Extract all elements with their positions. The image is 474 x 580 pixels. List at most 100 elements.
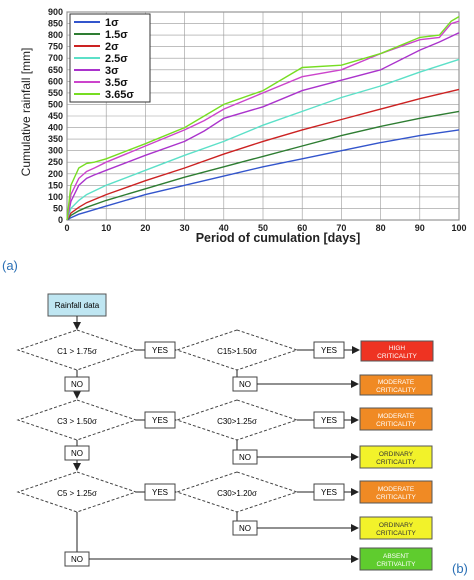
y-tick-label: 800	[48, 30, 63, 40]
no-label-4: NO	[239, 453, 251, 462]
yes-box-1	[144, 341, 176, 359]
yes-box-6	[313, 483, 345, 501]
decision-c1-label: C1 > 1.75σ	[57, 347, 97, 356]
yes-label-1: YES	[152, 346, 168, 355]
x-tick-label: 50	[258, 223, 268, 233]
x-tick-label: 70	[336, 223, 346, 233]
series-line	[66, 15, 460, 221]
no-label-5: NO	[71, 555, 83, 564]
decision-c3-label: C3 > 1.50σ	[57, 417, 97, 426]
x-tick-label: 100	[451, 223, 466, 233]
yes-label-5: YES	[152, 488, 168, 497]
legend-entry: 1.5σ	[105, 29, 128, 41]
outcome-ordinary-criticality-1	[359, 445, 433, 469]
outcome-5-line1: MODERATE	[378, 486, 415, 493]
yes-box-2	[313, 341, 345, 359]
outcome-moderate-criticality-3	[359, 480, 433, 504]
y-tick-label: 850	[48, 19, 63, 29]
x-tick-label: 60	[297, 223, 307, 233]
chart-tick-labels: 0 10 20 30 40 50 60 70 80 90 100050100150200250300…	[48, 7, 467, 233]
y-tick-label: 700	[48, 53, 63, 63]
legend-entry: 3.65σ	[105, 89, 134, 101]
y-tick-label: 250	[48, 157, 63, 167]
panel-label-b: (b)	[452, 561, 468, 576]
yes-label-2: YES	[321, 346, 337, 355]
rainfall-chart: 0 10 20 30 40 50 60 70 80 90 100050100150200250300…	[19, 7, 467, 245]
yes-label-6: YES	[321, 488, 337, 497]
decision-c1	[16, 329, 138, 371]
legend-entry: 3σ	[105, 65, 119, 77]
y-tick-label: 150	[48, 180, 63, 190]
y-tick-label: 300	[48, 146, 63, 156]
no-label-1: NO	[71, 380, 83, 389]
no-box-3	[64, 445, 90, 461]
criticality-flowchart: Rainfall data C1 > 1.75σ YES C15>1.50σ Y…	[16, 293, 434, 571]
no-label-6: NO	[239, 524, 251, 533]
yes-box-3	[144, 411, 176, 429]
yes-box-5	[144, 483, 176, 501]
x-tick-label: 20	[140, 223, 150, 233]
decision-c30-b-label: C30>1.20σ	[217, 489, 257, 498]
x-tick-label: 90	[415, 223, 425, 233]
yes-label-4: YES	[321, 416, 337, 425]
legend-entry: 2.5σ	[105, 53, 128, 65]
no-box-1	[64, 376, 90, 392]
y-tick-label: 900	[48, 7, 63, 17]
decision-c5	[16, 471, 138, 513]
yes-label-3: YES	[152, 416, 168, 425]
outcome-moderate-criticality-1	[359, 374, 433, 396]
outcome-1-line2: CRITICALITY	[377, 353, 417, 360]
panel-label-a: (a)	[2, 258, 18, 273]
x-tick-label: 0	[64, 223, 69, 233]
y-tick-label: 100	[48, 192, 63, 202]
y-tick-label: 450	[48, 111, 63, 121]
x-tick-label: 40	[219, 223, 229, 233]
outcome-moderate-criticality-2	[359, 407, 433, 431]
outcome-4-line2: CRITICALITY	[376, 459, 416, 466]
x-tick-label: 10	[101, 223, 111, 233]
legend-entry: 1σ	[105, 17, 119, 29]
decision-c3	[16, 399, 138, 441]
x-tick-label: 80	[376, 223, 386, 233]
outcome-5-line2: CRITICALITY	[376, 494, 416, 501]
outcome-2-line2: CRITICALITY	[376, 387, 416, 394]
series-line	[66, 20, 460, 221]
outcome-7-line1: ABSENT	[383, 553, 409, 560]
y-tick-label: 400	[48, 123, 63, 133]
outcome-3-line2: CRITICALITY	[376, 421, 416, 428]
decision-c30-a-label: C30>1.25σ	[217, 417, 257, 426]
series-line	[66, 110, 460, 221]
outcome-3-line1: MODERATE	[378, 413, 415, 420]
y-axis-label: Cumulative rainfall [mm]	[19, 48, 33, 177]
outcome-6-line1: ORDINARY	[379, 522, 414, 529]
y-tick-label: 650	[48, 65, 63, 75]
start-label: Rainfall data	[55, 301, 100, 310]
legend-entry: 3.5σ	[105, 77, 128, 89]
x-tick-label: 30	[180, 223, 190, 233]
y-tick-label: 350	[48, 134, 63, 144]
yes-box-4	[313, 411, 345, 429]
outcome-absent-criticality	[359, 547, 433, 571]
outcome-ordinary-criticality-2	[359, 516, 433, 540]
outcome-6-line2: CRITICALITY	[376, 530, 416, 537]
chart-series	[66, 15, 460, 221]
y-tick-label: 550	[48, 88, 63, 98]
series-line	[66, 88, 460, 221]
series-line	[66, 129, 460, 221]
y-tick-label: 200	[48, 169, 63, 179]
y-tick-label: 750	[48, 42, 63, 52]
series-line	[66, 58, 460, 221]
x-axis-label: Period of cumulation [days]	[196, 231, 361, 245]
series-line	[66, 32, 460, 221]
y-tick-label: 600	[48, 76, 63, 86]
outcome-2-line1: MODERATE	[378, 379, 415, 386]
y-tick-label: 0	[58, 215, 63, 225]
outcome-4-line1: ORDINARY	[379, 451, 414, 458]
no-label-2: NO	[239, 380, 251, 389]
legend-entry: 2σ	[105, 41, 119, 53]
decision-c15-label: C15>1.50σ	[217, 347, 257, 356]
outcome-high-criticality	[360, 340, 434, 362]
outcome-1-line1: HIGH	[389, 345, 406, 352]
decision-c5-label: C5 > 1.25σ	[57, 489, 97, 498]
